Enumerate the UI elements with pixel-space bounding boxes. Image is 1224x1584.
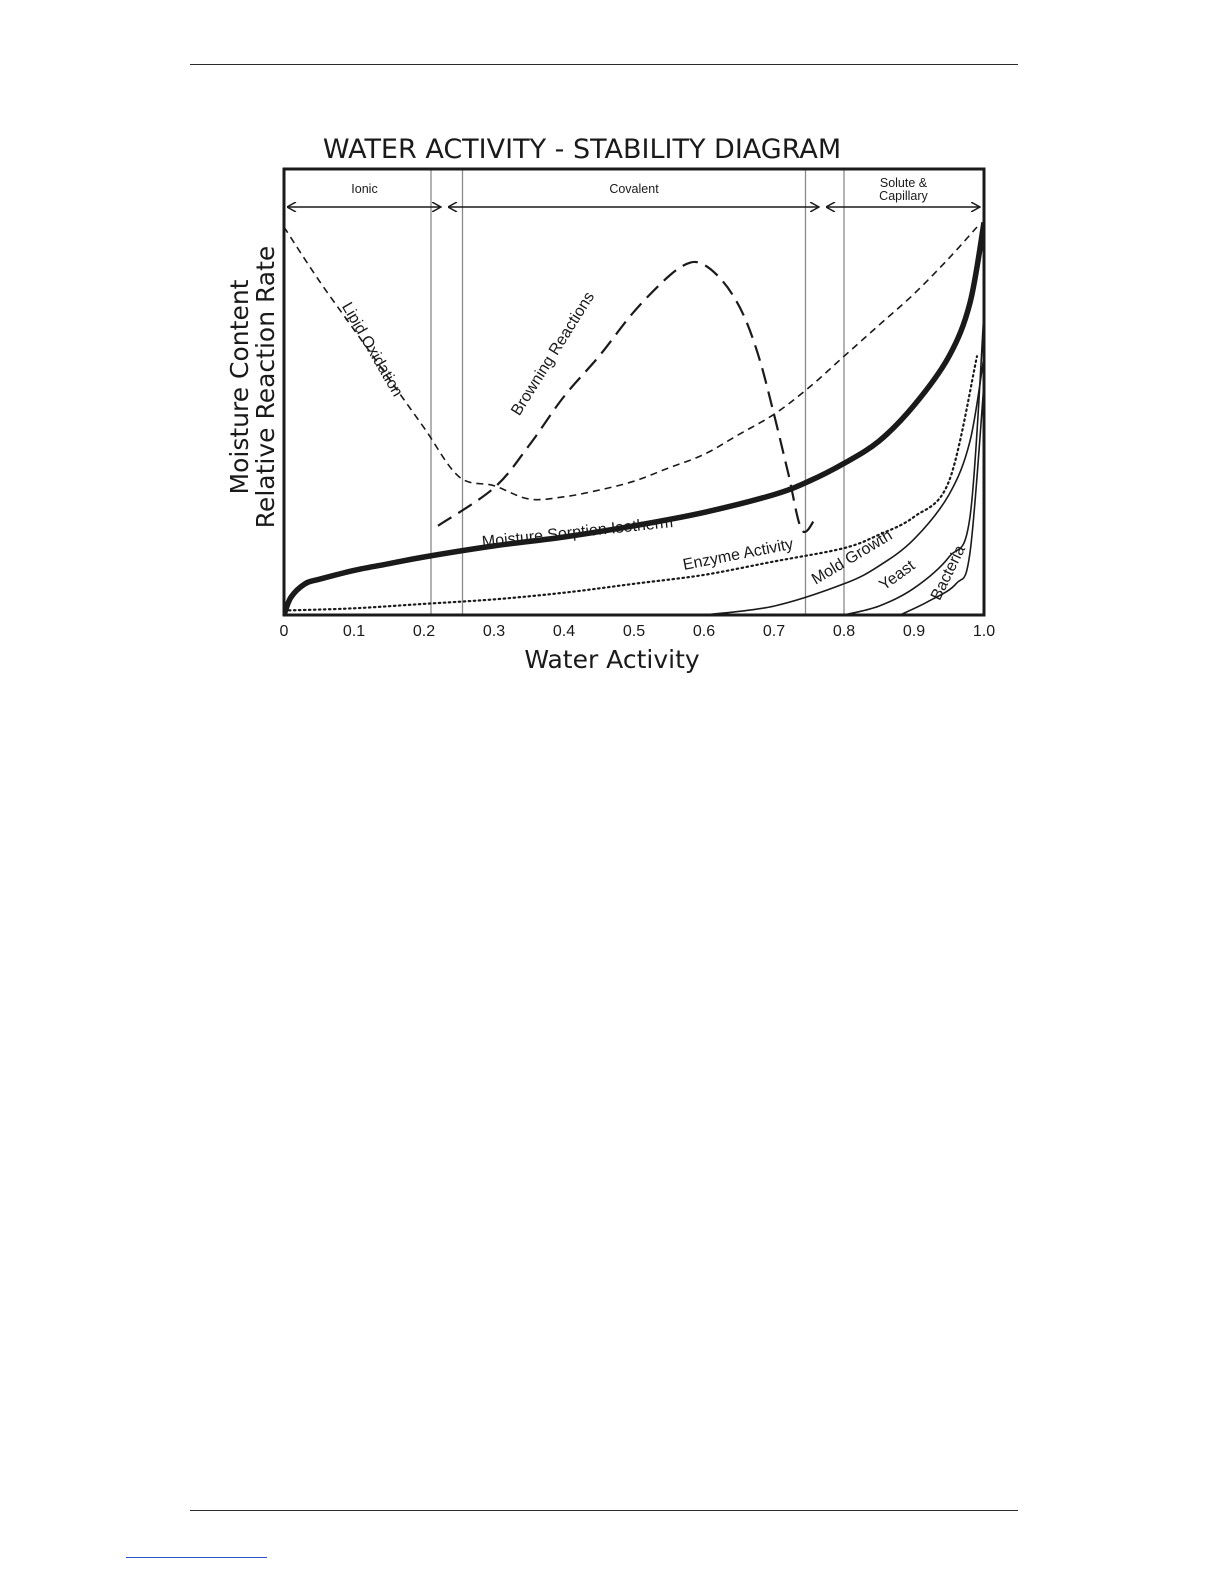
x-tick-labels: 0 0.1 0.2 0.3 0.4 0.5 0.6 0.7 0.8 0.9 1.0	[280, 623, 996, 640]
series-line-moisture-sorption-isotherm	[284, 222, 984, 615]
region-annotations: Ionic Covalent Solute &Capillary	[288, 176, 980, 207]
x-tick-label: 1.0	[973, 623, 995, 640]
series-layer	[284, 222, 984, 615]
x-tick-label: 0.4	[553, 623, 575, 640]
curve-label-lipid-oxidation: Lipid Oxidation	[338, 300, 406, 400]
curve-label-moisture-sorption-isotherm: Moisture Sorption Isotherm	[481, 514, 674, 551]
footer-rule	[190, 1510, 1018, 1511]
x-axis-label: Water Activity	[524, 645, 700, 674]
y-axis-label-line1: Moisture Content	[225, 279, 254, 494]
series-line-enzyme-activity	[284, 355, 979, 612]
x-tick-label: 0.1	[343, 623, 365, 640]
header-rule	[190, 64, 1018, 65]
x-tick-label: 0.7	[763, 623, 785, 640]
chart-title: WATER ACTIVITY - STABILITY DIAGRAM	[323, 134, 841, 165]
x-tick-label: 0.3	[483, 623, 505, 640]
x-tick-label: 0.8	[833, 623, 855, 640]
x-tick-label: 0.9	[903, 623, 925, 640]
curve-label-browning-reactions: Browning Reactions	[508, 289, 598, 419]
series-line-yeast	[843, 311, 984, 615]
y-axis-label-line2: Relative Reaction Rate	[251, 246, 280, 529]
region-boundaries	[430, 169, 845, 615]
region-label-covalent: Covalent	[609, 182, 659, 196]
x-tick-label: 0	[280, 623, 289, 640]
x-tick-label: 0.5	[623, 623, 645, 640]
region-label-solute: Solute &	[880, 176, 928, 190]
x-tick-label: 0.6	[693, 623, 715, 640]
stability-chart: WATER ACTIVITY - STABILITY DIAGRAM Moist…	[225, 134, 996, 674]
x-tick-label: 0.2	[413, 623, 435, 640]
plot-frame	[282, 167, 986, 617]
region-label-capillary: Capillary	[879, 189, 928, 203]
series-line-mold-growth	[703, 356, 984, 615]
series-line-bacteria	[899, 383, 984, 615]
footer-link-underline	[126, 1557, 267, 1558]
region-label-ionic: Ionic	[351, 182, 377, 196]
series-line-browning-reactions	[437, 260, 817, 534]
series-line-lipid-oxidation	[284, 226, 978, 501]
